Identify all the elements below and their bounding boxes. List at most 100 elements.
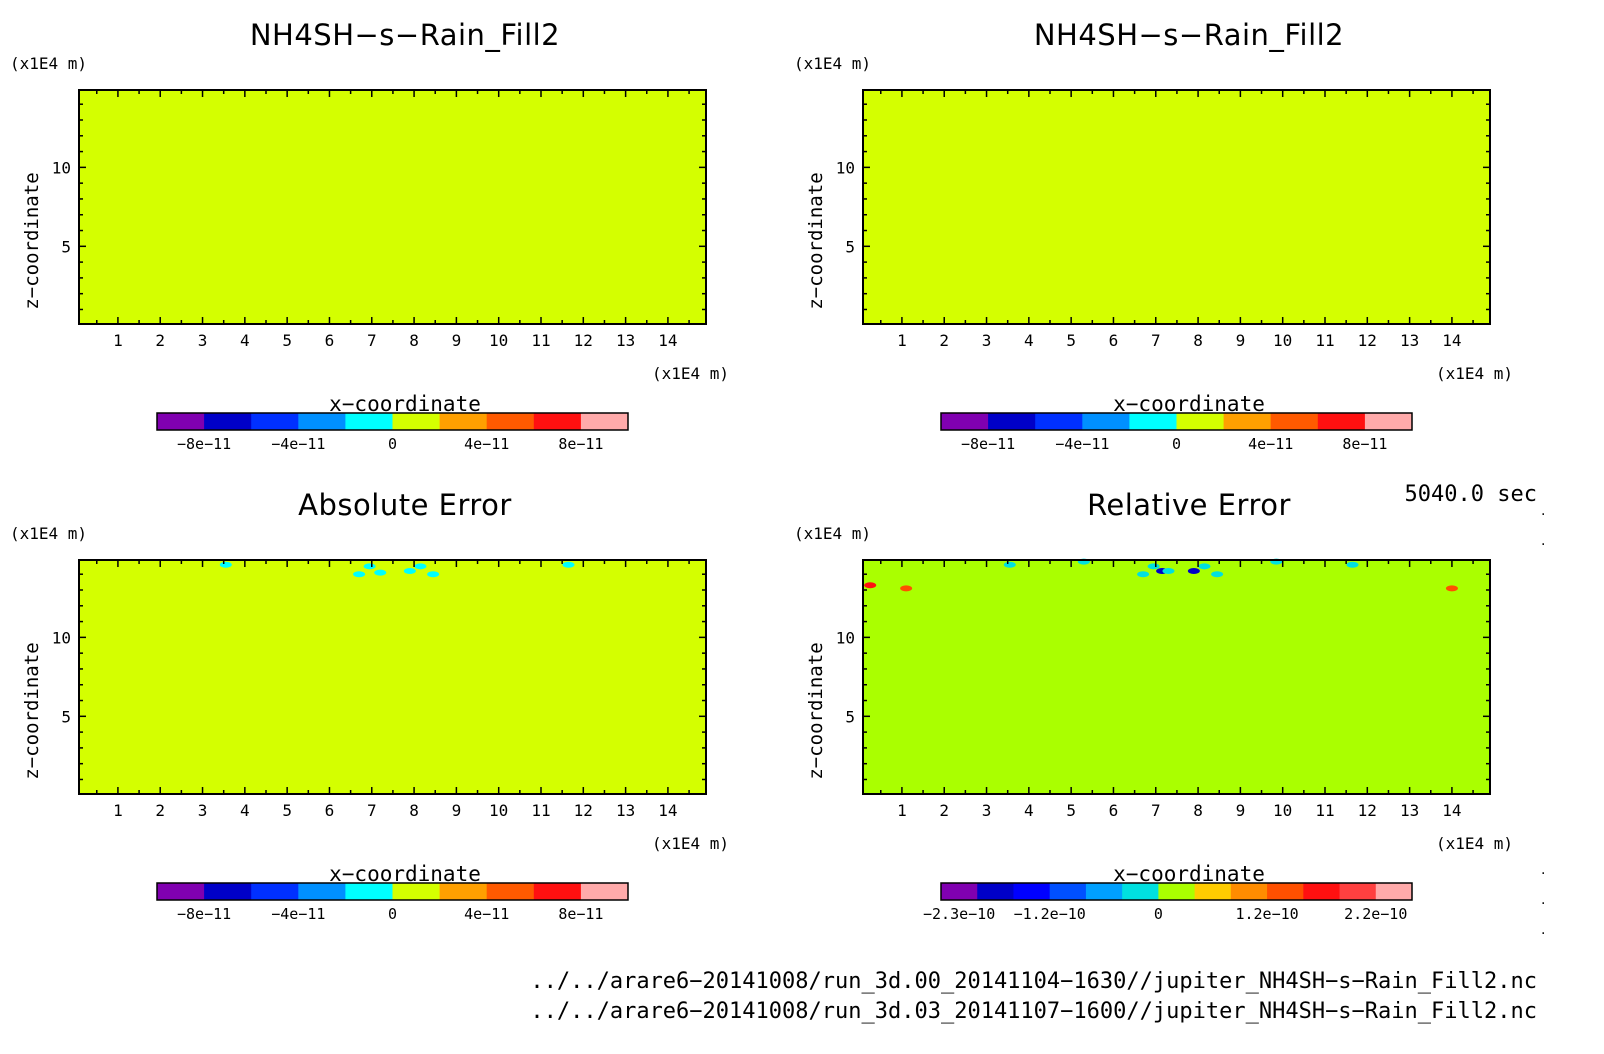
colorbar-segment xyxy=(1303,883,1341,900)
y-unit-label: (x1E4 m) xyxy=(794,524,872,543)
colorbar-label: 8e−11 xyxy=(1342,435,1387,453)
anomaly-blob xyxy=(1162,568,1175,575)
colorbar-label: 0 xyxy=(388,435,397,453)
x-tick-label: 10 xyxy=(489,331,508,350)
x-tick-label: 4 xyxy=(240,801,250,820)
colorbar-segment xyxy=(392,413,441,430)
x-tick-label: 6 xyxy=(1109,801,1119,820)
x-tick-label: 10 xyxy=(1273,331,1292,350)
colorbar-label: 4e−11 xyxy=(1248,435,1293,453)
anomaly-blob xyxy=(1445,585,1458,592)
anomaly-blob xyxy=(1003,561,1016,568)
x-tick-label: 4 xyxy=(1024,801,1034,820)
colorbar-segment xyxy=(1375,883,1413,900)
x-tick-label: 12 xyxy=(574,801,593,820)
x-tick-label: 8 xyxy=(1193,331,1203,350)
x-tick-label: 3 xyxy=(982,801,992,820)
colorbar-label: −8e−11 xyxy=(177,905,231,923)
x-tick-label: 5 xyxy=(282,331,292,350)
colorbar-segment xyxy=(1230,883,1268,900)
file-path-1: ../../arare6−20141008/run_3d.00_20141104… xyxy=(530,969,1537,994)
x-tick-label: 14 xyxy=(1442,801,1461,820)
x-tick-label: 1 xyxy=(897,331,907,350)
decorative-dot: . xyxy=(1541,862,1546,878)
x-tick-label: 10 xyxy=(1273,801,1292,820)
colorbar-segment xyxy=(1270,413,1319,430)
decorative-dot: . xyxy=(1541,922,1546,938)
colorbar-label: −8e−11 xyxy=(961,435,1015,453)
x-tick-label: 1 xyxy=(897,801,907,820)
x-tick-label: 8 xyxy=(409,331,419,350)
anomaly-blob xyxy=(864,582,877,589)
anomaly-blob xyxy=(219,561,232,568)
x-tick-label: 9 xyxy=(1236,331,1246,350)
x-tick-label: 12 xyxy=(574,331,593,350)
time-label: 5040.0 sec xyxy=(1404,482,1537,507)
anomaly-blob xyxy=(1147,563,1160,570)
colorbar-segment xyxy=(204,413,252,430)
anomaly-blob xyxy=(353,571,366,578)
panel-title: NH4SH−s−Rain_Fill2 xyxy=(1033,18,1345,52)
colorbar-segment xyxy=(157,413,205,430)
anomaly-blob xyxy=(562,561,575,568)
colorbar-segment xyxy=(1082,413,1130,430)
colorbar-segment xyxy=(533,883,582,900)
colorbar-segment xyxy=(486,413,535,430)
x-axis-label: x−coordinate xyxy=(329,392,481,416)
colorbar-segment xyxy=(392,883,441,900)
y-tick-label: 10 xyxy=(836,628,855,647)
x-tick-label: 14 xyxy=(1442,331,1461,350)
colorbar-label: 4e−11 xyxy=(464,905,509,923)
colorbar-segment xyxy=(251,883,299,900)
x-unit-label: (x1E4 m) xyxy=(1436,834,1514,853)
heatmap-field xyxy=(863,560,1490,794)
file-path-2: ../../arare6−20141008/run_3d.03_20141107… xyxy=(530,999,1537,1024)
colorbar-segment xyxy=(298,413,346,430)
colorbar-segment xyxy=(1049,883,1087,900)
panel-top-right: NH4SH−s−Rain_Fill2 (x1E4 m) (x1E4 m) z−c… xyxy=(784,0,1564,480)
x-tick-label: 9 xyxy=(1236,801,1246,820)
x-tick-label: 12 xyxy=(1358,801,1377,820)
x-tick-label: 5 xyxy=(1066,331,1076,350)
y-tick-label: 5 xyxy=(61,707,71,726)
decorative-dot: . xyxy=(1541,533,1546,549)
x-tick-label: 3 xyxy=(198,801,208,820)
colorbar-segment xyxy=(1267,883,1304,900)
anomaly-blob xyxy=(427,571,440,578)
y-tick-label: 10 xyxy=(836,158,855,177)
anomaly-blob xyxy=(374,569,387,576)
x-tick-label: 1 xyxy=(113,331,123,350)
y-tick-label: 5 xyxy=(845,707,855,726)
colorbar-label: 4e−11 xyxy=(464,435,509,453)
colorbar-segment xyxy=(1013,883,1051,900)
colorbar-segment xyxy=(977,883,1014,900)
anomaly-blob xyxy=(1198,563,1211,570)
panel-bottom-right: Relative Error (x1E4 m) (x1E4 m) z−coord… xyxy=(784,470,1564,950)
anomaly-blob xyxy=(363,563,376,570)
x-axis-label: x−coordinate xyxy=(1113,392,1265,416)
panel-bottom-left: Absolute Error (x1E4 m) (x1E4 m) z−coord… xyxy=(0,470,780,950)
x-tick-label: 2 xyxy=(155,331,165,350)
anomaly-blob xyxy=(1346,561,1359,568)
x-tick-label: 2 xyxy=(155,801,165,820)
colorbar-segment xyxy=(941,883,978,900)
colorbar-label: 0 xyxy=(1172,435,1181,453)
x-tick-label: 13 xyxy=(1400,331,1419,350)
colorbar-segment xyxy=(157,883,205,900)
x-tick-label: 11 xyxy=(1315,331,1334,350)
colorbar-label: −8e−11 xyxy=(177,435,231,453)
colorbar-label: 8e−11 xyxy=(558,905,603,923)
x-tick-label: 6 xyxy=(325,331,335,350)
panel-title: NH4SH−s−Rain_Fill2 xyxy=(249,18,561,52)
file-paths: ../../arare6−20141008/run_3d.00_20141104… xyxy=(530,967,1537,1027)
x-tick-label: 5 xyxy=(282,801,292,820)
colorbar-segment xyxy=(298,883,346,900)
colorbar-label: −4e−11 xyxy=(1055,435,1109,453)
x-tick-label: 7 xyxy=(367,801,377,820)
x-axis-label: x−coordinate xyxy=(329,862,481,886)
x-tick-label: 7 xyxy=(1151,801,1161,820)
colorbar-label: −2.3e−10 xyxy=(923,905,995,923)
